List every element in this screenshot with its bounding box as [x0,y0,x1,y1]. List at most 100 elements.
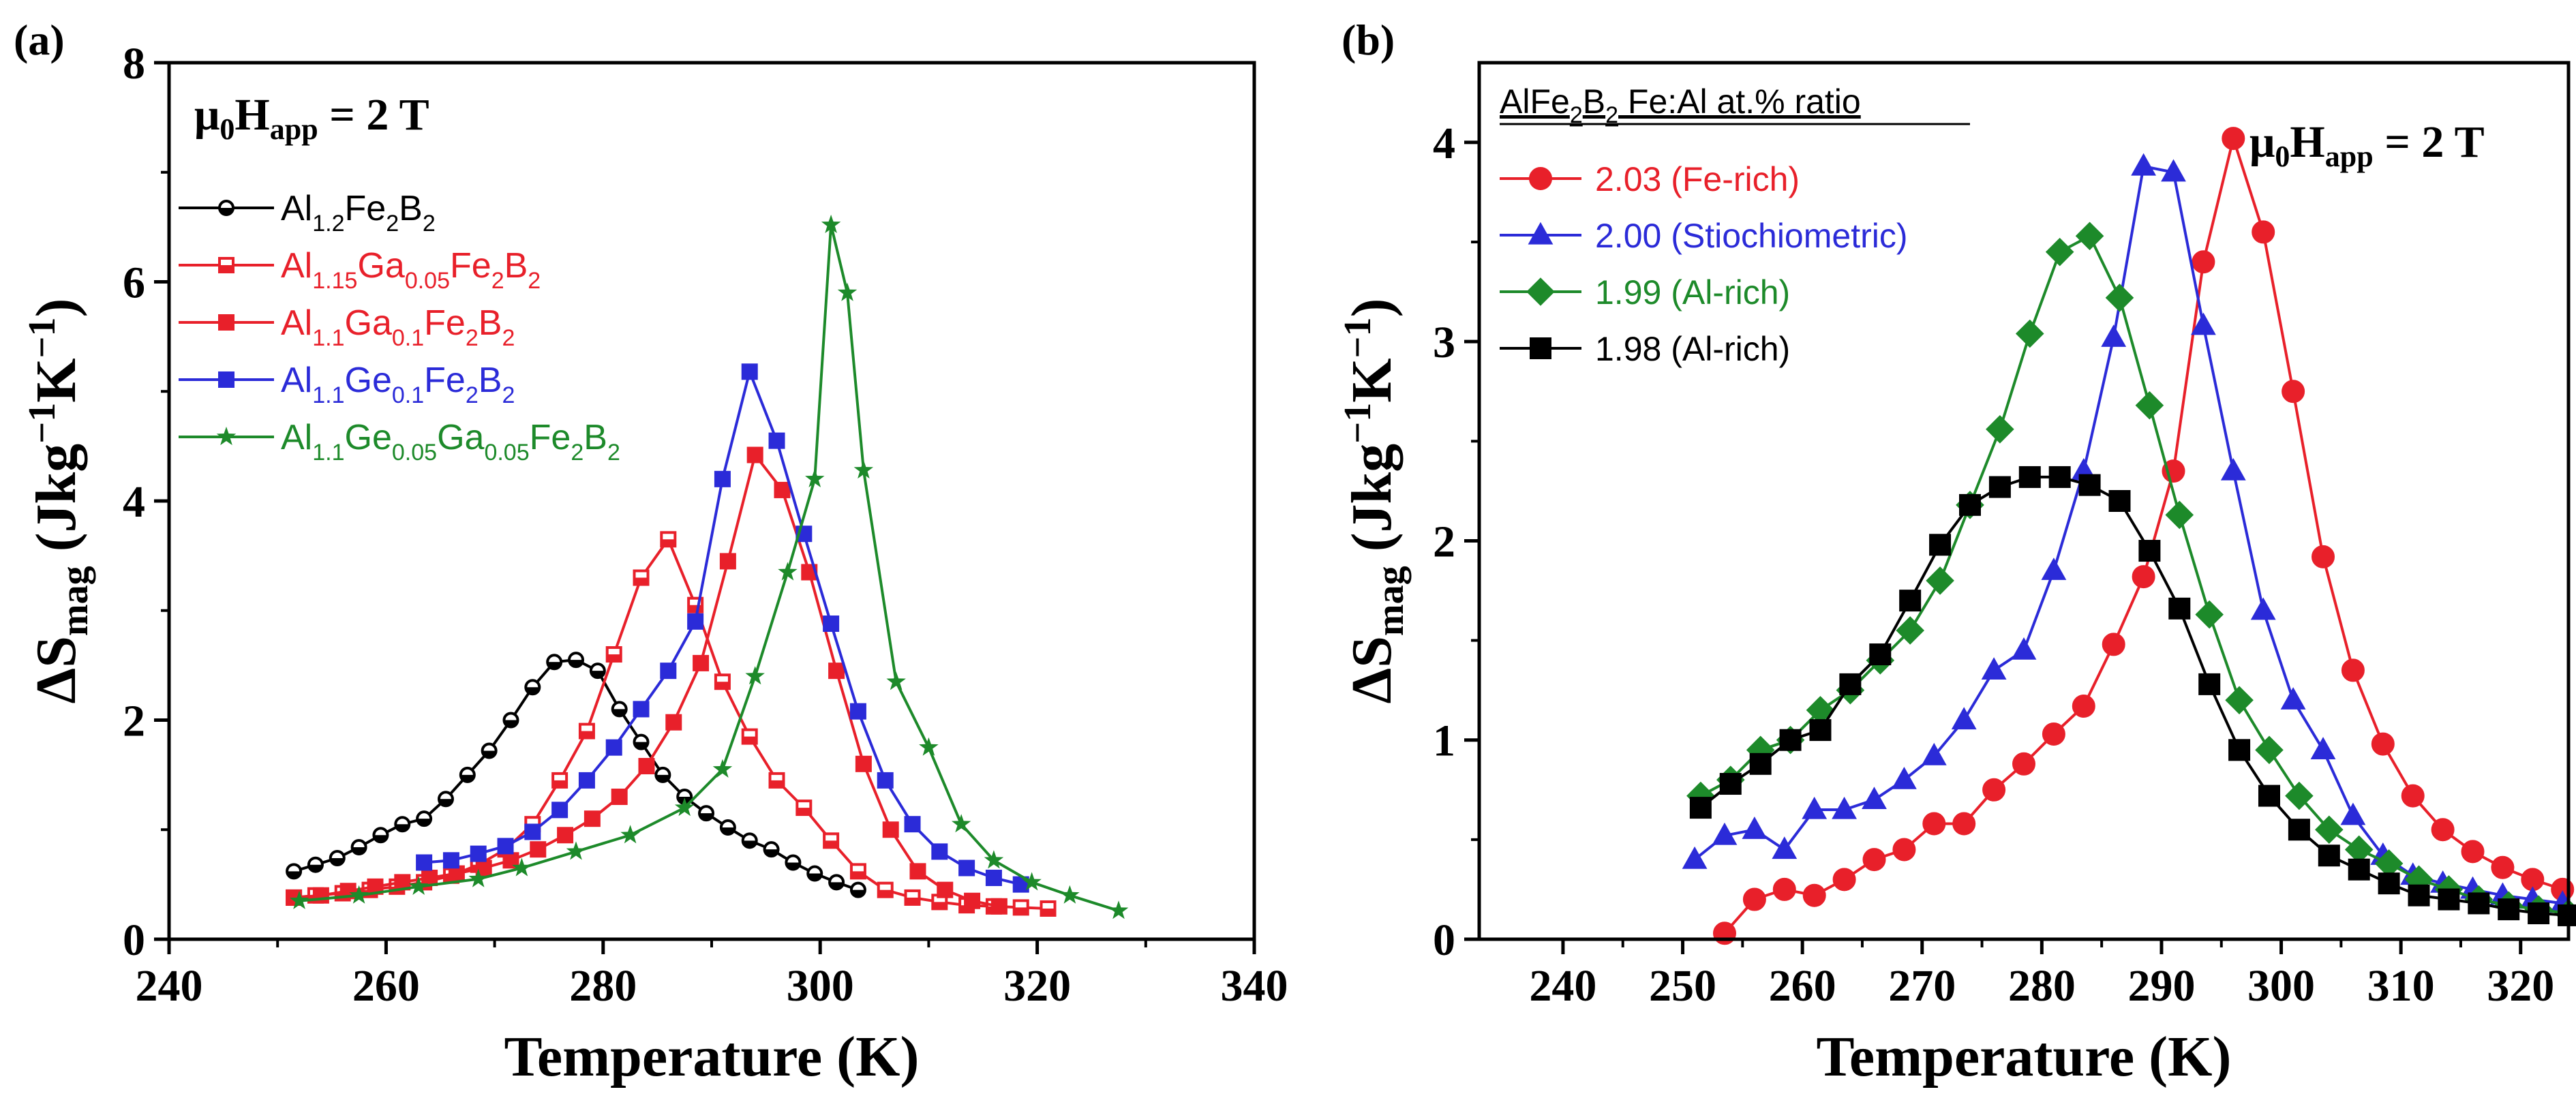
a-legend-label: Al1.15Ga0.05Fe2B2 [281,246,541,294]
b-series-1-point [2161,159,2186,182]
a-series-3-point [633,701,650,718]
b-series-3-line [1699,475,2569,917]
b-series-0-point [2312,545,2335,568]
b-series-0-point [2042,722,2065,746]
a-series-2-point [774,481,791,498]
b-series-0 [1712,127,2575,945]
b-x-tick-label: 320 [2487,961,2554,1011]
b-series-1-point [2101,324,2127,347]
b-legend-label: 1.98 (Al-rich) [1595,330,1790,368]
a-series-0-point [654,766,671,783]
a-series-0-point [763,841,780,858]
b-series-0-point [2401,784,2425,808]
a-series-0-point [698,805,715,822]
b-legend-entry-2: 1.99 (Al-rich) [1500,273,1790,311]
b-series-3-point [2048,466,2071,488]
a-series-0-point [372,827,389,844]
b-series-1-point [2280,687,2306,710]
panel-b-axes: 240 250 260 270 280 290 300 310 320 0 1 2 3 4 [1433,119,2554,1011]
b-series-2-point [2165,500,2194,530]
b-series-3-point [1839,673,1862,695]
panel-a-series [286,214,1129,919]
a-series-3-point [823,615,840,633]
b-legend-swatch-marker [1526,277,1555,306]
b-series-1-point [1951,707,1977,730]
a-legend-entry-1: Al1.15Ga0.05Fe2B2 [179,246,541,294]
a-series-2-point [611,789,628,806]
a-series-3-point [470,845,487,862]
b-series-1 [1682,153,2575,913]
b-series-3-point [2438,888,2460,911]
b-series-1-point [2310,737,2336,759]
a-series-0-point [459,766,476,783]
a-legend-entry-4: Al1.1Ge0.05Ga0.05Fe2B2 [179,418,620,466]
b-series-3-point [2108,490,2131,512]
a-series-0-point [350,838,367,855]
b-series-1-point [2340,802,2366,825]
a-legend-entry-3: Al1.1Ge0.1Fe2B2 [179,361,515,408]
b-series-2-point [2045,237,2074,267]
a-series-4-point [289,890,309,909]
panel-a-frame [167,61,1256,941]
a-series-0-point [849,881,866,898]
b-series-1-point [2041,558,2067,580]
a-series-2-point [937,881,954,898]
a-series-3-point [687,613,704,630]
b-series-1-point [2250,597,2276,620]
b-series-3-point [2288,819,2310,841]
b-series-0-point [1982,778,2006,802]
a-y-tick-label: 0 [123,915,145,965]
a-series-3-point [442,852,459,869]
b-series-0-point [1802,883,1826,907]
a-series-4-point [919,737,939,756]
a-legend-swatch-marker [218,200,234,216]
a-series-2-point [584,810,601,827]
a-series-4-point [951,814,971,833]
a-series-4-point [984,850,1004,869]
a-legend-swatch-marker [218,314,234,331]
a-series-1-point [633,569,650,586]
a-series-2-point [312,887,329,904]
b-legend-swatch-marker [1528,222,1554,245]
b-x-tick-label: 270 [1888,961,1956,1011]
a-series-3-point [904,816,921,833]
panel-b-legend: AlFe2B2 Fe:Al at.% ratio 2.03 (Fe-rich) 2.… [1500,82,1970,368]
b-legend-label: 2.00 (Stiochiometric) [1595,217,1908,255]
b-series-0-point [2282,380,2305,404]
a-series-3-point [958,859,975,877]
a-series-1-point [849,863,866,880]
b-series-1-point [1981,657,2007,680]
a-series-4-point [620,825,640,844]
b-legend-swatch-marker [1530,337,1551,359]
a-series-4-point [566,841,586,860]
a-series-4-point [408,876,429,895]
b-series-3-point [1809,719,1832,742]
panel-b-series [1682,127,2576,945]
a-series-1-point [904,889,921,906]
b-series-2-point [2285,781,2314,810]
b-series-0-point [2252,220,2275,244]
a-series-3-point [524,823,541,840]
b-series-3-point [1779,729,1802,751]
b-series-0-point [2132,565,2155,589]
a-series-1-point [1012,899,1029,916]
b-series-0-point [2012,752,2035,776]
b-series-3-point [2228,739,2251,761]
b-series-0-point [2371,732,2395,756]
b-series-3-point [1958,493,1981,516]
a-series-0-point [394,816,411,833]
b-series-1-point [2011,637,2037,660]
a-series-3-point [714,470,731,487]
a-legend-swatch-marker [216,427,237,446]
b-series-3-point [1929,534,1952,556]
a-legend-swatch-marker [218,257,234,273]
b-series-3-point [2138,540,2161,562]
a-series-3-point [660,663,677,680]
b-series-0-point [1862,848,1886,872]
b-series-1-point [1772,836,1798,859]
b-series-2-point [1806,696,1835,725]
a-series-4-point [1022,872,1042,891]
panel-b-x-axis-title: Temperature (K) [1817,1025,2232,1089]
b-series-1-point [2220,457,2246,481]
a-series-1-point [551,772,569,789]
